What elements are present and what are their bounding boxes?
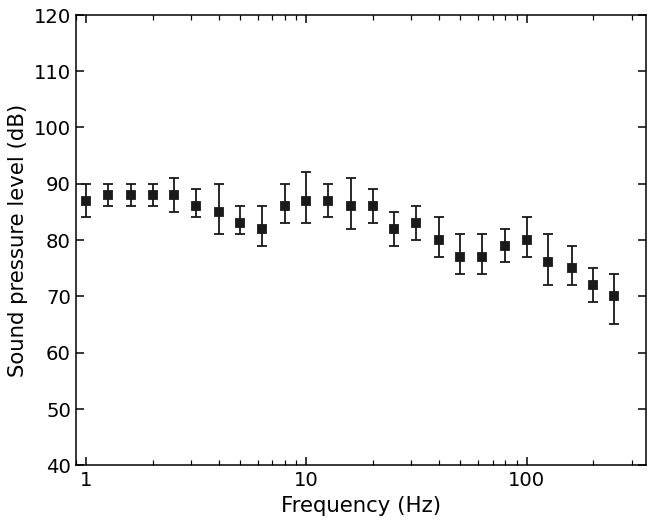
Y-axis label: Sound pressure level (dB): Sound pressure level (dB) bbox=[8, 104, 27, 377]
X-axis label: Frequency (Hz): Frequency (Hz) bbox=[281, 495, 441, 516]
